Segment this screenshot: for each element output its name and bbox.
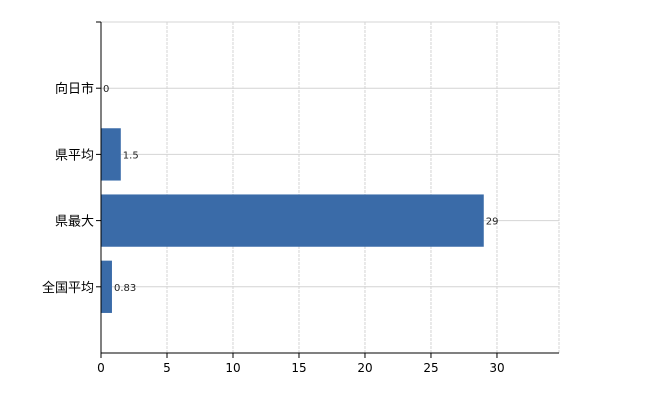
- x-tick-label: 30: [489, 361, 504, 375]
- x-tick-label: 10: [225, 361, 240, 375]
- category-label: 向日市: [55, 81, 94, 97]
- bar: [101, 194, 484, 247]
- category-label: 県最大: [55, 215, 94, 230]
- x-tick-label: 15: [291, 361, 306, 375]
- x-tick-label: 25: [423, 361, 438, 375]
- data-label: 0.83: [114, 283, 136, 294]
- category-label: 全国平均: [42, 280, 94, 296]
- bar: [101, 260, 112, 313]
- category-label: 県平均: [55, 148, 94, 163]
- x-tick-label: 0: [97, 361, 105, 375]
- data-label: 0: [103, 84, 109, 95]
- bar: [101, 128, 121, 181]
- x-tick-label: 5: [163, 361, 171, 375]
- data-label: 1.5: [123, 150, 139, 161]
- x-tick-label: 20: [357, 361, 372, 375]
- data-label: 29: [486, 217, 499, 228]
